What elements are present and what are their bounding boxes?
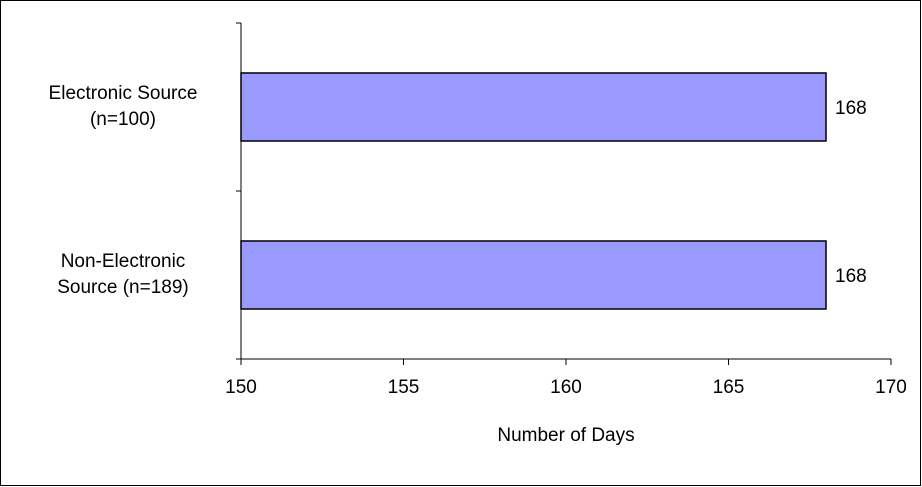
x-tick-label: 165 (713, 377, 745, 398)
y-category-label: Electronic Source (n=100) (13, 81, 233, 133)
bar-data-label: 168 (835, 98, 867, 119)
y-category-label-line: (n=100) (89, 109, 157, 130)
x-tick-label: 150 (225, 377, 257, 398)
x-tick-label: 155 (388, 377, 420, 398)
bar (240, 72, 827, 142)
bar (240, 240, 827, 310)
y-category-label-line: Source (n=189) (57, 277, 189, 298)
x-tick-label: 160 (550, 377, 582, 398)
y-category-label: Non-Electronic Source (n=189) (13, 249, 233, 301)
y-category-label-line: Non-Electronic (60, 251, 186, 272)
x-tick-label: 170 (875, 377, 907, 398)
y-category-label-line: Electronic Source (48, 83, 198, 104)
x-axis-title: Number of Days (497, 425, 634, 446)
bar-data-label: 168 (835, 266, 867, 287)
